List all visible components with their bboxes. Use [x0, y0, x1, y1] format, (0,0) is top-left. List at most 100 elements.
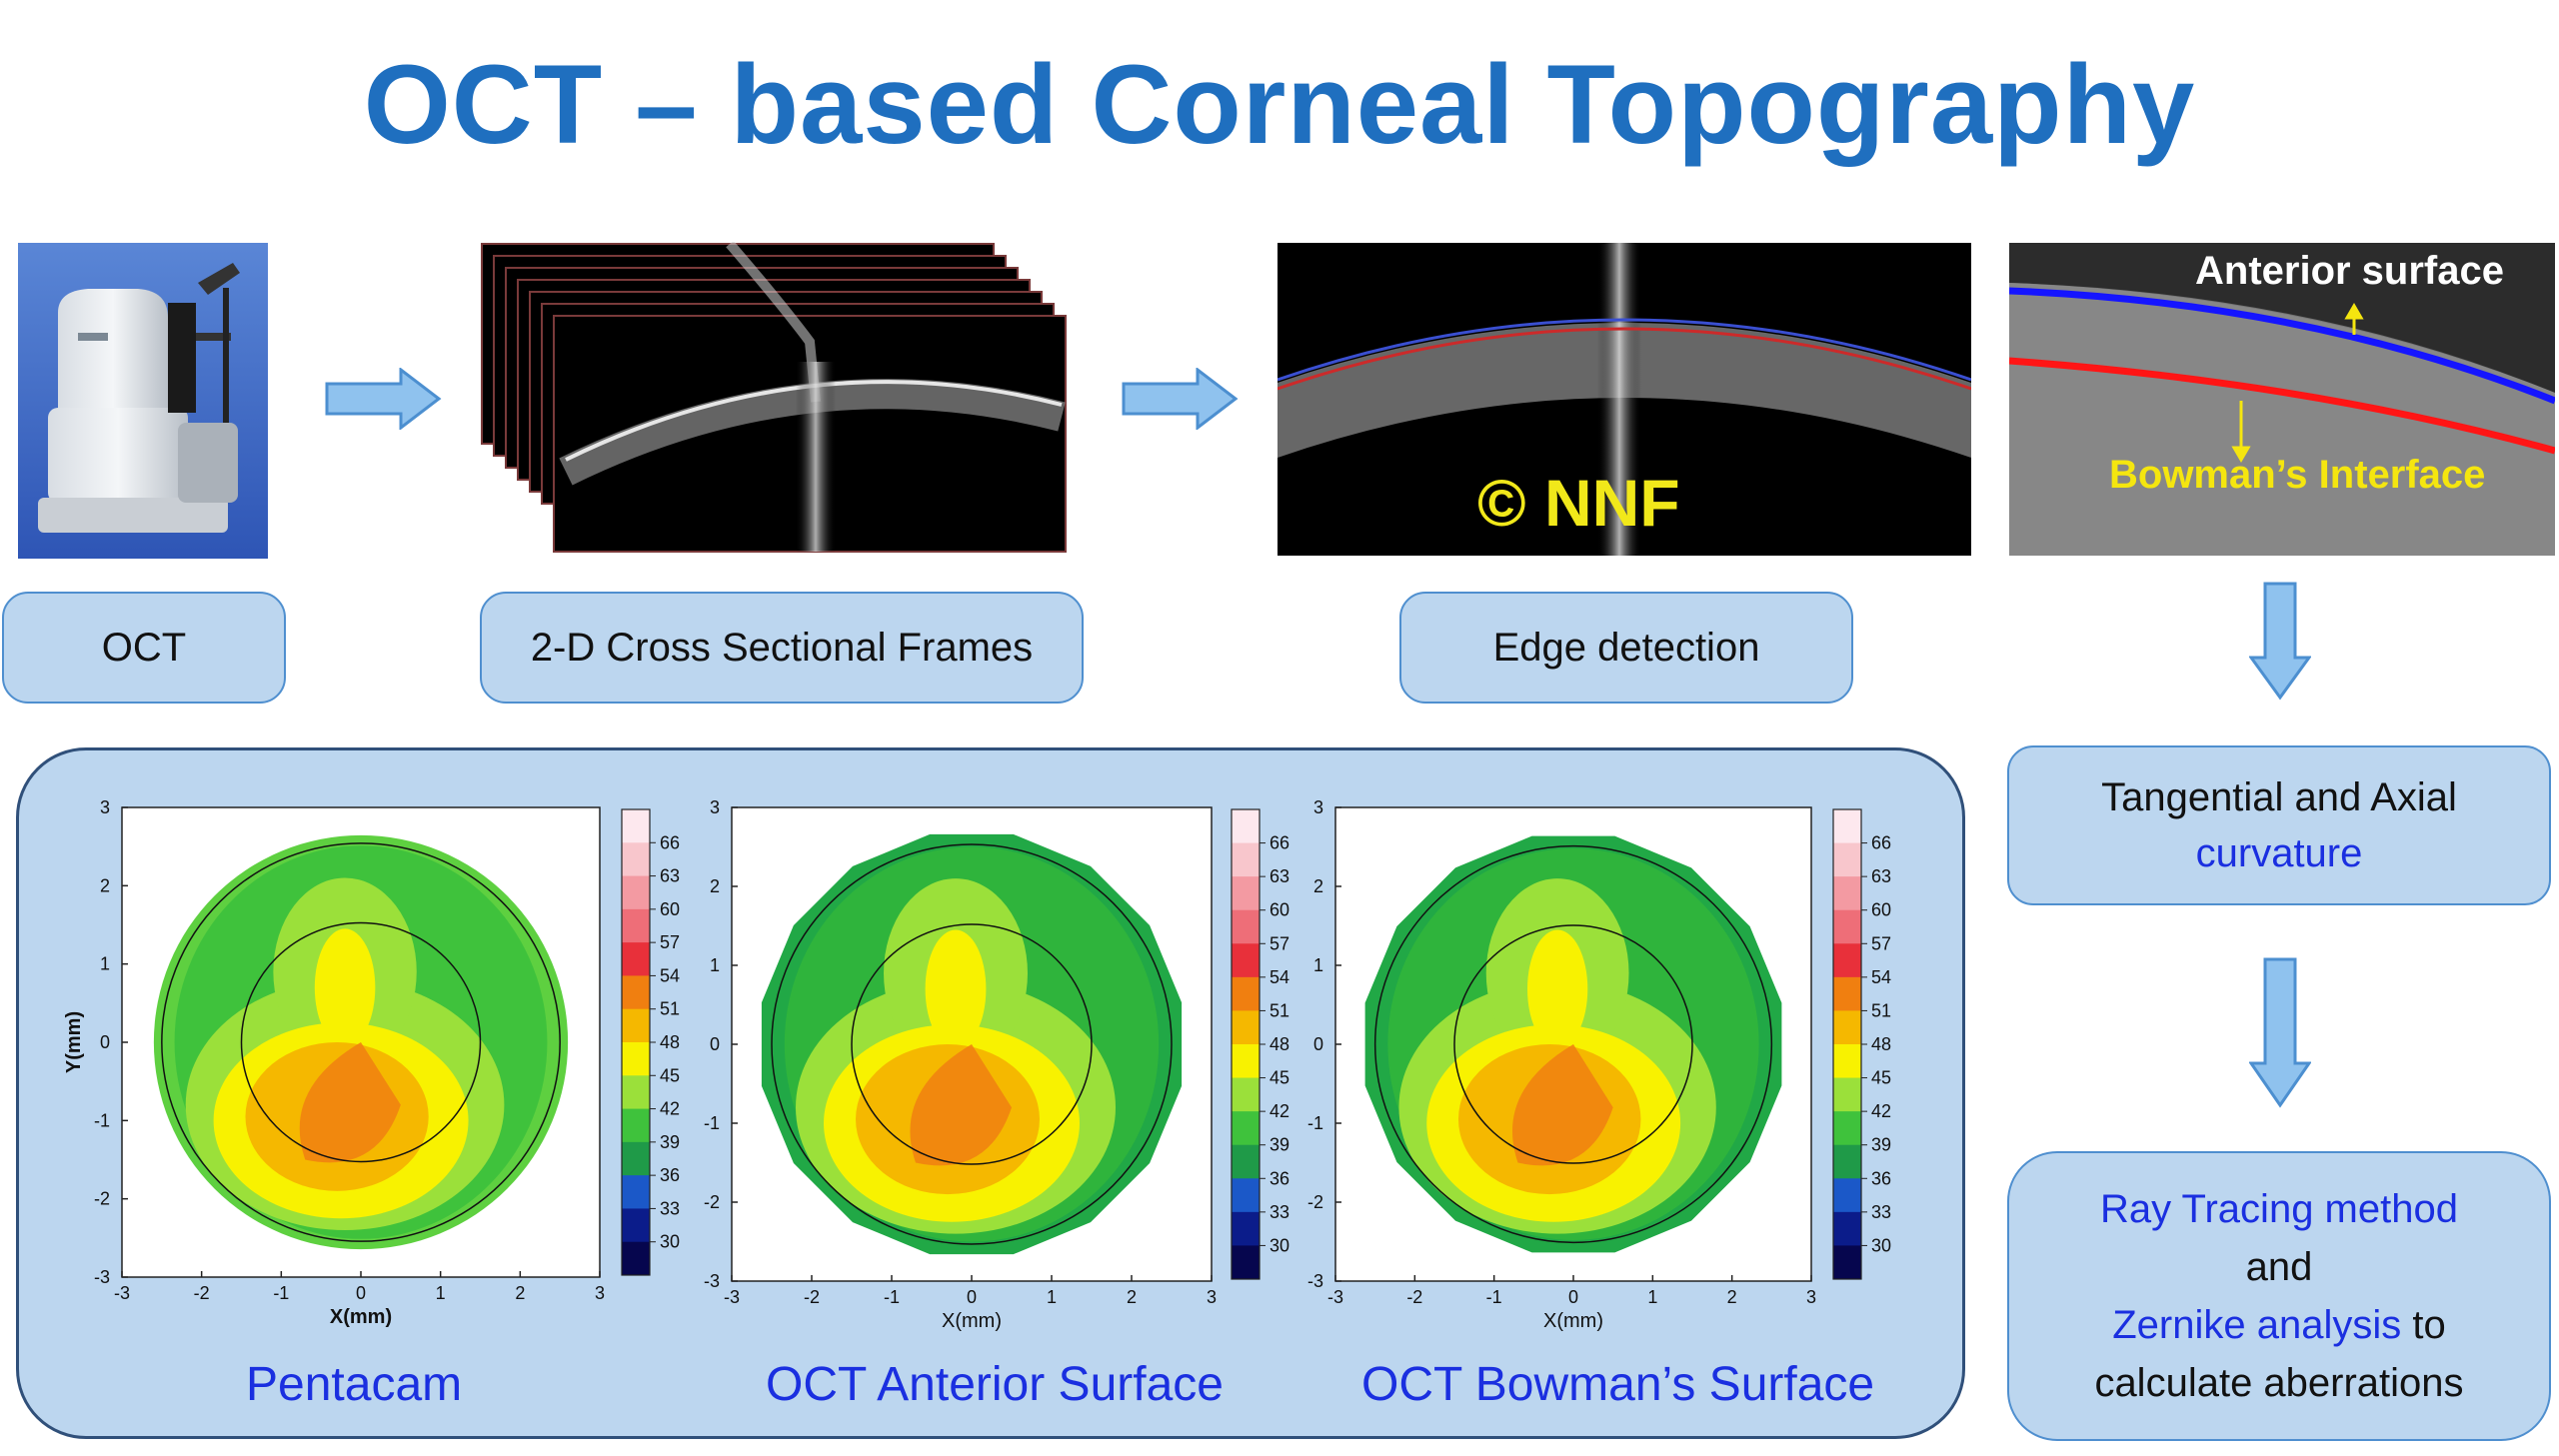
x-tick-label: -1: [1486, 1287, 1502, 1307]
y-tick-label: -3: [704, 1271, 720, 1291]
colorbar-label: 54: [1871, 967, 1891, 987]
colorbar-segment: [1833, 842, 1861, 877]
colorbar-label: 36: [660, 1165, 680, 1185]
y-tick-label: -3: [94, 1267, 110, 1287]
x-axis-label: X(mm): [942, 1310, 1002, 1332]
colorbar-label: 30: [1270, 1235, 1289, 1255]
x-tick-label: -2: [1406, 1287, 1422, 1307]
colorbar-label: 39: [1270, 1135, 1289, 1155]
colorbar-label: 51: [1871, 1000, 1891, 1020]
x-tick-label: 2: [1127, 1287, 1137, 1307]
colorbar-segment: [1833, 1010, 1861, 1045]
y-tick-label: -1: [94, 1110, 110, 1130]
topography-plot: -3-3-2-2-1-100112233X(mm)666360575451484…: [704, 797, 1289, 1332]
colorbar-segment: [1833, 876, 1861, 911]
x-axis-label: X(mm): [330, 1306, 392, 1328]
colorbar-label: 45: [1270, 1068, 1289, 1088]
oct-label-box: OCT: [2, 592, 286, 704]
colorbar-segment: [1833, 1077, 1861, 1112]
colorbar-label: 48: [660, 1032, 680, 1052]
colorbar-label: 33: [1270, 1202, 1289, 1222]
x-tick-label: 2: [515, 1283, 525, 1303]
colorbar-segment: [1232, 809, 1260, 844]
page-title: OCT – based Corneal Topography: [363, 42, 2196, 167]
x-tick-label: -1: [884, 1287, 900, 1307]
curvature-box: Tangential and Axial curvature: [2007, 745, 2551, 905]
colorbar-segment: [622, 1175, 650, 1209]
arrow-down-icon: [2248, 957, 2312, 1114]
x-tick-label: -3: [114, 1283, 130, 1303]
colorbar-segment: [1833, 976, 1861, 1011]
colorbar-label: 36: [1270, 1168, 1289, 1188]
x-tick-label: 3: [1207, 1287, 1217, 1307]
calculate-text: calculate aberrations: [2094, 1361, 2464, 1405]
edge-label-box: Edge detection: [1399, 592, 1853, 704]
colorbar-label: 54: [1270, 967, 1289, 987]
colorbar-segment: [622, 1208, 650, 1243]
colorbar-segment: [1232, 1077, 1260, 1112]
colorbar-segment: [1232, 1044, 1260, 1079]
colorbar-label: 30: [660, 1232, 680, 1252]
colorbar-segment: [1833, 943, 1861, 978]
colorbar-label: 48: [1871, 1034, 1891, 1054]
x-tick-label: -3: [1327, 1287, 1343, 1307]
colorbar-segment: [1833, 909, 1861, 944]
colorbar-segment: [1232, 876, 1260, 911]
colorbar-label: 33: [660, 1198, 680, 1218]
zernike-line: Zernike analysis to: [2112, 1296, 2446, 1354]
colorbar-segment: [622, 942, 650, 976]
frames-label-box: 2-D Cross Sectional Frames: [480, 592, 1084, 704]
and-text: and: [2245, 1245, 2313, 1289]
colorbar-label: 63: [1270, 866, 1289, 886]
arrow-down-icon: [2248, 582, 2312, 707]
colorbar-label: 45: [1871, 1068, 1891, 1088]
colorbar-label: 54: [660, 965, 680, 985]
bowman-interface-label: Bowman’s Interface: [2109, 453, 2486, 497]
colorbar-segment: [622, 809, 650, 843]
colorbar-segment: [1833, 1245, 1861, 1280]
colorbar-segment: [1833, 1178, 1861, 1213]
colorbar-label: 39: [660, 1132, 680, 1152]
colorbar-segment: [1833, 1044, 1861, 1079]
x-tick-label: 1: [436, 1283, 446, 1303]
y-tick-label: 0: [100, 1032, 110, 1052]
x-tick-label: 1: [1647, 1287, 1657, 1307]
to-text: to: [2401, 1303, 2446, 1347]
x-tick-label: 3: [1806, 1287, 1816, 1307]
y-axis-label: Y(mm): [63, 1011, 85, 1073]
colorbar-label: 45: [660, 1065, 680, 1085]
topography-plot: -3-3-2-2-1-100112233X(mm)Y(mm)6663605754…: [63, 797, 680, 1328]
colorbar-label: 39: [1871, 1135, 1891, 1155]
x-tick-label: 0: [967, 1287, 977, 1307]
colorbar-segment: [1833, 1144, 1861, 1179]
colorbar-segment: [1833, 1211, 1861, 1246]
colorbar-segment: [1232, 1245, 1260, 1280]
ray-tracing-text: Ray Tracing method: [2100, 1187, 2458, 1231]
x-axis-label: X(mm): [1543, 1310, 1603, 1332]
map-label-oct-anterior: OCT Anterior Surface: [766, 1358, 1224, 1411]
edge-detection-image: © NNF: [1278, 243, 1971, 556]
colorbar-label: 66: [1270, 833, 1289, 853]
colorbar-segment: [622, 1042, 650, 1076]
arrow-right-icon: [325, 366, 443, 435]
map-oct-anterior: -3 -3 -2 -2 -1 -1 0 0 1 1 2 2 3 3 X(mm) 66 63 60 57 54 51 48 4…: [600, 789, 1319, 1349]
y-tick-label: 2: [710, 876, 720, 896]
colorbar-segment: [622, 908, 650, 943]
colorbar-label: 48: [1270, 1034, 1289, 1054]
colorbar-label: 36: [1871, 1168, 1891, 1188]
colorbar-segment: [622, 1241, 650, 1276]
y-tick-label: -2: [1307, 1192, 1323, 1212]
colorbar-label: 42: [1871, 1101, 1891, 1121]
colorbar-label: 63: [1871, 866, 1891, 886]
colorbar-segment: [622, 842, 650, 877]
y-tick-label: 1: [1313, 955, 1323, 975]
y-tick-label: 1: [710, 955, 720, 975]
colorbar-segment: [622, 875, 650, 910]
curvature-line1: Tangential and Axial: [2101, 775, 2457, 819]
colorbar-segment: [1232, 909, 1260, 944]
x-tick-label: -2: [194, 1283, 210, 1303]
colorbar-label: 66: [1871, 833, 1891, 853]
colorbar-segment: [1833, 809, 1861, 844]
y-tick-label: 3: [1313, 797, 1323, 817]
copyright-text: © NNF: [1477, 466, 1680, 540]
